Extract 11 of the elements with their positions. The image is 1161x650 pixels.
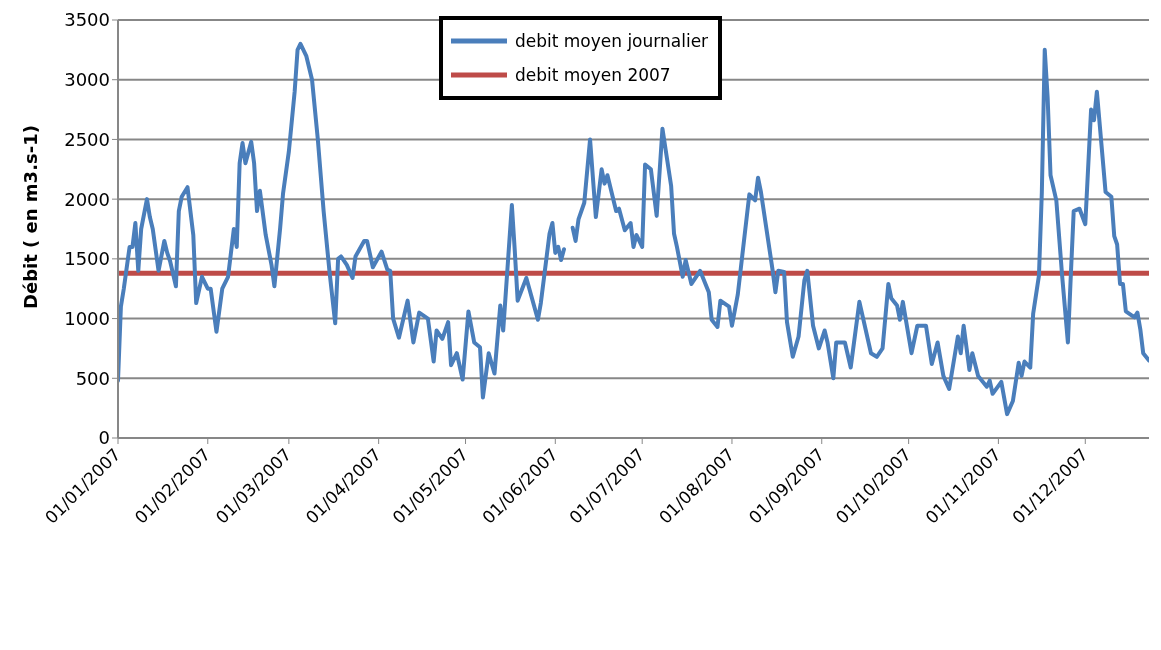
y-tick-label: 1000 xyxy=(64,307,110,329)
legend-label: debit moyen 2007 xyxy=(514,65,671,85)
y-tick-label: 1500 xyxy=(64,248,110,270)
y-axis-title: Débit ( en m3.s-1) xyxy=(20,125,42,309)
y-tick-label: 500 xyxy=(75,367,110,389)
y-tick-label: 2000 xyxy=(64,188,110,210)
y-tick-label: 3000 xyxy=(64,69,110,91)
y-tick-label: 2500 xyxy=(64,128,110,150)
y-tick-label: 0 xyxy=(98,427,110,449)
legend-label: debit moyen journalier xyxy=(514,31,709,51)
y-tick-label: 3500 xyxy=(64,9,110,31)
